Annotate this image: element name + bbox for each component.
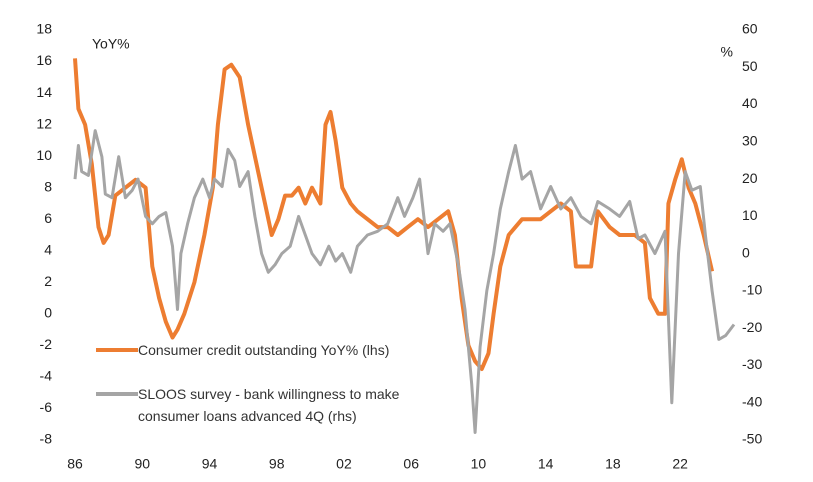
- legend-item: Consumer credit outstanding YoY% (lhs): [96, 339, 438, 361]
- y2-tick-label: 40: [742, 95, 758, 111]
- y-tick-label: -8: [40, 431, 53, 447]
- legend-swatch: [96, 392, 138, 396]
- y-tick-label: 16: [36, 52, 52, 68]
- x-tick-label: 86: [67, 456, 83, 472]
- legend-swatch: [96, 348, 138, 352]
- x-tick-label: 22: [672, 456, 688, 472]
- x-tick-label: 90: [134, 456, 150, 472]
- y-tick-label: 0: [44, 305, 52, 321]
- legend-label: SLOOS survey - bank willingness to make …: [138, 386, 400, 424]
- y-tick-label: 4: [44, 241, 52, 257]
- legend-label: Consumer credit outstanding YoY% (lhs): [138, 342, 390, 358]
- y-tick-label: 14: [36, 84, 52, 100]
- x-tick-label: 98: [269, 456, 285, 472]
- series-line: [73, 58, 715, 371]
- y2-tick-label: 20: [742, 170, 758, 186]
- legend-item: SLOOS survey - bank willingness to make …: [96, 383, 438, 427]
- y2-tick-label: -10: [742, 282, 762, 298]
- y-tick-label: 2: [44, 273, 52, 289]
- y2-tick-label: 60: [742, 21, 758, 37]
- y-tick-label: -6: [40, 399, 53, 415]
- x-tick-label: 02: [336, 456, 352, 472]
- legend: Consumer credit outstanding YoY% (lhs) SL…: [96, 339, 438, 435]
- x-tick-label: 94: [202, 456, 218, 472]
- x-tick-label: 18: [605, 456, 621, 472]
- y2-tick-label: -30: [742, 356, 762, 372]
- y-tick-label: 6: [44, 210, 52, 226]
- y-tick-label: -4: [40, 368, 53, 384]
- y-tick-label: 12: [36, 115, 52, 131]
- y2-tick-label: -20: [742, 319, 762, 335]
- y2-tick-label: -40: [742, 393, 762, 409]
- y2-tick-label: 30: [742, 133, 758, 149]
- y-tick-label: 18: [36, 21, 52, 37]
- y-tick-label: 8: [44, 178, 52, 194]
- y2-tick-label: -50: [742, 431, 762, 447]
- x-tick-label: 10: [471, 456, 487, 472]
- x-tick-label: 06: [403, 456, 419, 472]
- y-tick-label: -2: [40, 336, 53, 352]
- y2-tick-label: 50: [742, 58, 758, 74]
- y2-tick-label: 0: [742, 244, 750, 260]
- y2-tick-label: 10: [742, 207, 758, 223]
- y-axis-label: YoY%: [92, 36, 130, 52]
- y-tick-label: 10: [36, 147, 52, 163]
- x-tick-label: 14: [538, 456, 554, 472]
- y2-axis-label: %: [721, 44, 733, 60]
- series-line: [73, 129, 736, 434]
